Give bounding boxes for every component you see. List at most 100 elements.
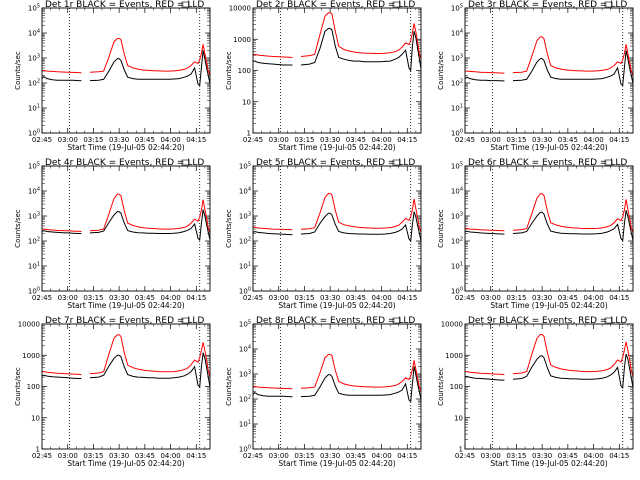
y-tick-label: 103 [28, 212, 40, 221]
x-axis-label: Start Time (19-Jul-05 02:44:20) [67, 301, 184, 310]
x-tick-label: 02:45 [32, 294, 52, 302]
x-tick-label: 04:00 [160, 452, 180, 460]
y-tick-label: 102 [239, 395, 251, 404]
panel-title: Det 8r BLACK = Events, RED = LLD [256, 316, 415, 326]
y-tick-label: 101 [451, 104, 463, 113]
x-tick-label: 04:00 [583, 452, 603, 460]
y-tick-label: 103 [28, 54, 40, 63]
y-axis-label: Counts/sec [225, 367, 233, 406]
y-tick-label: 103 [239, 212, 251, 221]
x-tick-label: 03:30 [109, 136, 129, 144]
x-tick-label: 02:45 [32, 452, 52, 460]
x-tick-label: 04:15 [609, 136, 629, 144]
x-tick-label: 02:45 [243, 294, 263, 302]
panel-title: Det 2r BLACK = Events, RED = LLD [256, 0, 415, 10]
panel-title: Det 5r BLACK = Events, RED = LLD [256, 158, 415, 168]
events-series-line [253, 366, 421, 403]
x-tick-label: 02:45 [455, 294, 475, 302]
x-axis-label: Start Time (19-Jul-05 02:44:20) [490, 301, 607, 310]
x-axis-label: Start Time (19-Jul-05 02:44:20) [67, 459, 184, 468]
plot-frame [41, 165, 211, 292]
y-tick-label: 101 [28, 104, 40, 113]
y-tick-label: 1000 [22, 352, 40, 360]
y-tick-label: 100 [451, 287, 463, 296]
events-series-line [42, 209, 210, 242]
x-tick-label: 03:00 [269, 294, 289, 302]
x-tick-label: 04:15 [609, 294, 629, 302]
x-tick-label: 02:45 [243, 452, 263, 460]
y-tick-label: 100 [239, 445, 251, 454]
y-tick-label: 100 [27, 383, 40, 391]
x-axis-label: Start Time (19-Jul-05 02:44:20) [278, 301, 395, 310]
x-tick-label: 04:00 [371, 452, 391, 460]
y-tick-label: 100 [239, 287, 251, 296]
y-tick-label: 10 [454, 414, 463, 422]
y-tick-label: 101 [239, 420, 251, 429]
x-tick-label: 03:00 [269, 136, 289, 144]
plot-frame [464, 323, 634, 450]
x-tick-label: 03:00 [58, 452, 78, 460]
legend-box [392, 317, 401, 324]
legend-box [392, 1, 401, 8]
x-tick-label: 04:00 [371, 294, 391, 302]
x-tick-label: 02:45 [243, 136, 263, 144]
x-tick-label: 02:45 [455, 452, 475, 460]
legend-box [392, 159, 401, 166]
y-tick-label: 102 [451, 79, 463, 88]
y-axis-label: Counts/sec [437, 367, 445, 406]
y-tick-label: 102 [28, 237, 40, 246]
x-tick-label: 03:15 [506, 452, 526, 460]
legend-box [181, 317, 190, 324]
x-tick-label: 03:45 [346, 294, 366, 302]
x-tick-label: 03:30 [532, 294, 552, 302]
x-tick-label: 03:45 [135, 294, 155, 302]
legend-box [604, 159, 613, 166]
plot-frame [464, 165, 634, 292]
events-series-line [42, 50, 210, 87]
plot-frame [41, 323, 211, 450]
x-axis-label: Start Time (19-Jul-05 02:44:20) [490, 143, 607, 152]
x-tick-label: 03:45 [346, 452, 366, 460]
panel-title: Det 3r BLACK = Events, RED = LLD [468, 0, 627, 10]
panel-det-1r: Det 1r BLACK = Events, RED = LLD 100 101 10… [14, 0, 211, 152]
y-tick-label: 10 [31, 414, 40, 422]
panel-det-8r: Det 8r BLACK = Events, RED = LLD 100 101 10… [225, 316, 422, 468]
y-tick-label: 10000 [229, 5, 251, 13]
plot-frame [41, 7, 211, 134]
x-tick-label: 04:15 [397, 294, 417, 302]
y-axis-label: Counts/sec [14, 209, 22, 248]
x-tick-label: 03:30 [532, 136, 552, 144]
y-tick-label: 1000 [445, 352, 463, 360]
y-tick-label: 104 [451, 187, 463, 196]
y-tick-label: 105 [451, 4, 463, 13]
events-series-line [465, 50, 633, 87]
x-tick-label: 04:15 [397, 452, 417, 460]
x-tick-label: 03:45 [558, 452, 578, 460]
x-tick-label: 03:15 [294, 294, 314, 302]
x-tick-label: 04:15 [397, 136, 417, 144]
y-tick-label: 104 [28, 29, 40, 38]
panel-det-5r: Det 5r BLACK = Events, RED = LLD 100 101 10… [225, 158, 422, 310]
x-tick-label: 03:15 [294, 136, 314, 144]
x-tick-label: 04:00 [160, 294, 180, 302]
x-tick-label: 03:30 [320, 136, 340, 144]
lld-series-line [253, 354, 421, 392]
legend-box [604, 317, 613, 324]
panel-title: Det 7r BLACK = Events, RED = LLD [45, 316, 204, 326]
x-axis-label: Start Time (19-Jul-05 02:44:20) [490, 459, 607, 468]
y-tick-label: 102 [451, 237, 463, 246]
y-tick-label: 101 [239, 262, 251, 271]
y-tick-label: 1 [36, 446, 40, 454]
x-tick-label: 03:15 [294, 452, 314, 460]
y-tick-label: 100 [450, 383, 463, 391]
y-tick-label: 100 [28, 287, 40, 296]
y-tick-label: 105 [239, 162, 251, 171]
lld-series-line [253, 12, 421, 60]
y-tick-label: 104 [239, 345, 251, 354]
y-tick-label: 10 [242, 98, 251, 106]
events-series-line [42, 352, 210, 389]
panel-det-6r: Det 6r BLACK = Events, RED = LLD 100 101 10… [437, 158, 634, 310]
x-tick-label: 03:00 [269, 452, 289, 460]
plot-frame [252, 165, 422, 292]
legend-box [604, 1, 613, 8]
